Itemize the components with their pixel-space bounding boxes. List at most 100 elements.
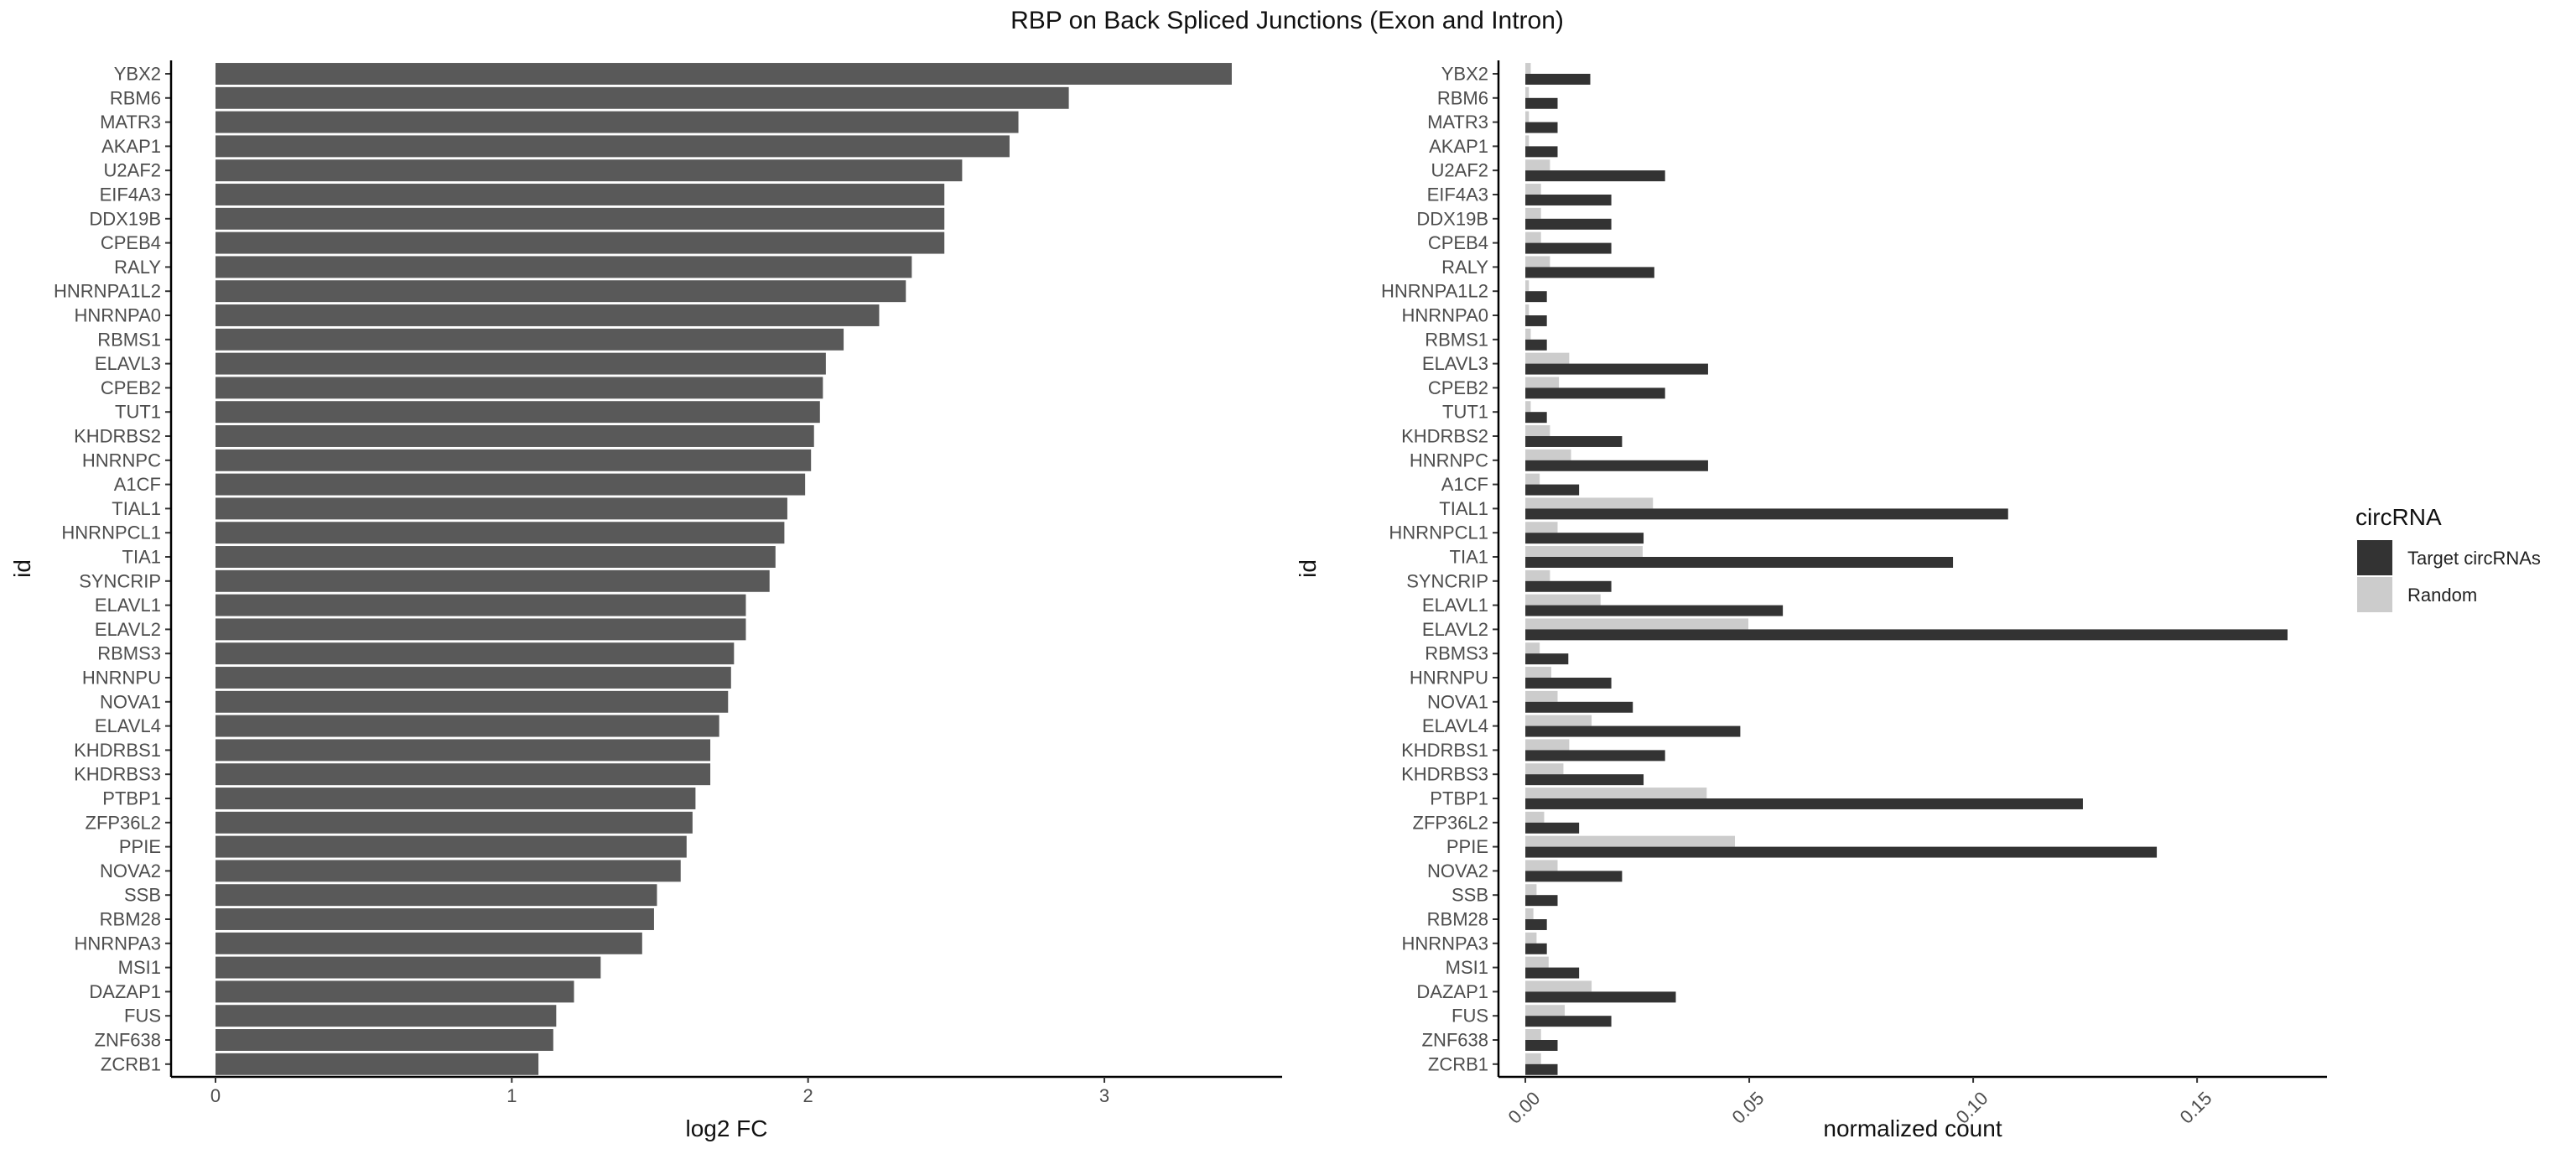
y-tick-label: YBX2 — [114, 64, 161, 85]
bar-target — [1525, 218, 1612, 230]
bar-target — [1525, 774, 1644, 786]
bar — [216, 497, 787, 520]
y-tick-label: KHDRBS1 — [74, 740, 161, 761]
bar — [216, 908, 654, 930]
bar-random — [1525, 763, 1564, 775]
bar-target — [1525, 242, 1612, 254]
x-tick-label: 1 — [506, 1085, 517, 1106]
y-tick-label: TIA1 — [1450, 547, 1488, 568]
y-tick-label: ELAVL3 — [1422, 353, 1488, 374]
bar-target — [1525, 919, 1547, 930]
y-tick-label: RBMS1 — [1425, 329, 1488, 350]
y-tick-label: EIF4A3 — [1427, 185, 1488, 205]
bar-random — [1525, 980, 1592, 992]
y-tick-label: AKAP1 — [1429, 136, 1488, 157]
bar-random — [1525, 642, 1540, 654]
bar — [216, 811, 693, 834]
y-tick-label: KHDRBS2 — [1401, 426, 1488, 447]
bar-random — [1525, 1005, 1566, 1016]
y-tick-label: ZCRB1 — [101, 1053, 161, 1074]
bar-random — [1525, 884, 1537, 896]
y-tick-label: HNRNPA1L2 — [1381, 281, 1488, 302]
bar-random — [1525, 304, 1530, 315]
bar-random — [1525, 835, 1735, 847]
bar-random — [1525, 690, 1558, 702]
chart-title: RBP on Back Spliced Junctions (Exon and … — [1010, 7, 1564, 34]
bar — [216, 207, 945, 230]
y-tick-label: U2AF2 — [104, 160, 161, 181]
bar — [216, 401, 820, 424]
bar — [216, 231, 945, 254]
bar — [216, 569, 770, 592]
bar — [216, 884, 657, 907]
y-tick-label: PTBP1 — [1430, 788, 1488, 809]
bar-target — [1525, 291, 1547, 303]
bar-random — [1525, 401, 1531, 413]
bar-random — [1525, 811, 1545, 823]
y-tick-label: SYNCRIP — [1406, 570, 1488, 591]
y-tick-label: ELAVL3 — [95, 353, 161, 374]
y-tick-label: PPIE — [1446, 836, 1488, 857]
legend-label: Target circRNAs — [2407, 548, 2541, 569]
bar-target — [1525, 822, 1580, 834]
x-tick-label: 0.00 — [1504, 1088, 1545, 1128]
y-tick-label: HNRNPA1L2 — [54, 281, 161, 302]
y-tick-label: MATR3 — [1427, 112, 1488, 133]
y-tick-label: SSB — [1452, 885, 1488, 906]
bar-random — [1525, 135, 1530, 147]
y-tick-label: DDX19B — [1416, 208, 1488, 229]
y-tick-label: HNRNPCL1 — [1389, 523, 1488, 543]
bar — [216, 763, 711, 786]
legend-swatch — [2357, 577, 2392, 612]
bar-random — [1525, 111, 1530, 122]
y-tick-label: RBM28 — [1427, 909, 1488, 930]
legend: circRNA Target circRNAs Random — [2355, 504, 2541, 612]
y-tick-label: CPEB2 — [101, 377, 161, 398]
bar — [216, 1005, 557, 1027]
y-tick-label: MSI1 — [1446, 957, 1488, 978]
bar-target — [1525, 750, 1665, 762]
y-tick-label: ZFP36L2 — [86, 812, 162, 833]
bar — [216, 835, 687, 858]
y-tick-label: TIA1 — [122, 547, 161, 568]
bar-target — [1525, 170, 1665, 182]
bar — [216, 473, 806, 496]
bar — [216, 594, 746, 616]
legend-title: circRNA — [2355, 504, 2442, 530]
bar-target — [1525, 871, 1623, 882]
bar-target — [1525, 460, 1708, 471]
y-tick-label: SSB — [124, 885, 161, 906]
y-tick-label: A1CF — [114, 474, 161, 495]
y-tick-label: ELAVL1 — [1422, 595, 1488, 616]
y-tick-label: HNRNPC — [82, 450, 161, 471]
y-tick-label: HNRNPA3 — [1401, 933, 1488, 954]
bar-random — [1525, 63, 1531, 74]
bar-target — [1525, 508, 2008, 520]
y-tick-label: MSI1 — [118, 957, 161, 978]
bar-random — [1525, 594, 1601, 606]
y-tick-label: DAZAP1 — [89, 981, 161, 1002]
bar-random — [1525, 425, 1550, 436]
bar — [216, 618, 746, 641]
y-tick-label: ELAVL2 — [1422, 619, 1488, 640]
bar — [216, 546, 776, 568]
bar-target — [1525, 991, 1676, 1003]
bar — [216, 449, 812, 471]
bar — [216, 86, 1069, 109]
bar-random — [1525, 328, 1531, 340]
bar — [216, 304, 880, 326]
y-tick-label: RBM28 — [100, 909, 161, 930]
y-axis-title: id — [9, 559, 35, 578]
bar — [216, 980, 574, 1003]
y-tick-label: HNRNPU — [82, 668, 161, 689]
y-tick-label: DDX19B — [89, 208, 161, 229]
y-tick-label: HNRNPCL1 — [61, 523, 161, 543]
bar — [216, 280, 906, 303]
bar-target — [1525, 533, 1644, 544]
bar — [216, 1029, 553, 1051]
x-tick-label: 0.05 — [1728, 1088, 1768, 1128]
y-tick-label: ELAVL4 — [1422, 715, 1488, 736]
